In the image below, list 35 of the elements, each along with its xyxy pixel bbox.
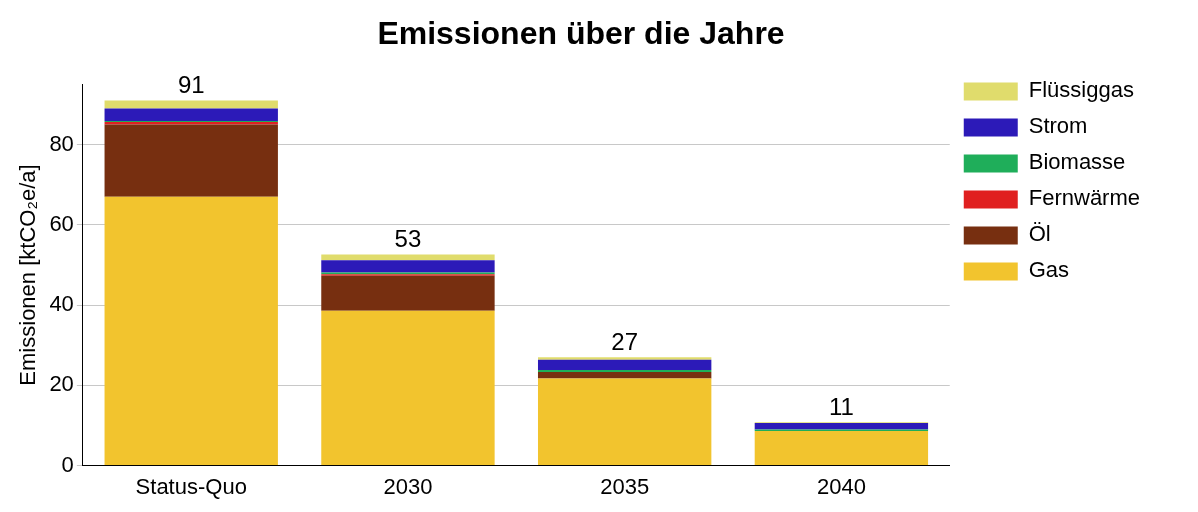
bar xyxy=(321,275,495,311)
y-tick-label: 40 xyxy=(49,291,74,317)
y-tick-label: 60 xyxy=(49,210,74,236)
legend-label: Öl xyxy=(1028,221,1051,247)
x-tick-label: 2040 xyxy=(816,473,866,499)
y-tick-label: 0 xyxy=(61,451,74,477)
x-tick-label: 2035 xyxy=(600,473,650,499)
bar xyxy=(321,260,495,273)
bar xyxy=(104,108,278,121)
bar xyxy=(537,357,712,360)
total-label: 27 xyxy=(611,327,639,355)
bar xyxy=(537,378,712,466)
bar xyxy=(104,124,278,197)
legend-label: Flüssiggas xyxy=(1028,77,1134,103)
chart-title: Emissionen über die Jahre xyxy=(377,15,785,52)
bar xyxy=(104,196,278,466)
x-tick-label: 2030 xyxy=(383,473,433,499)
bar xyxy=(321,310,495,466)
total-label: 11 xyxy=(828,392,854,420)
bar xyxy=(537,370,712,373)
bar xyxy=(104,100,278,109)
legend-label: Fernwärme xyxy=(1028,185,1140,211)
y-tick-label: 20 xyxy=(49,371,74,397)
bar xyxy=(754,423,929,430)
legend-label: Strom xyxy=(1028,113,1088,139)
bar xyxy=(537,359,712,371)
bar xyxy=(754,431,929,466)
y-axis-title: Emissionen [ktCO₂e/a] xyxy=(15,164,41,386)
bar xyxy=(537,372,712,379)
total-label: 91 xyxy=(177,71,205,99)
legend-label: Gas xyxy=(1028,257,1070,283)
x-tick-label: Status-Quo xyxy=(135,473,247,499)
y-tick-label: 80 xyxy=(49,130,74,156)
total-label: 53 xyxy=(394,225,422,253)
legend-label: Biomasse xyxy=(1028,149,1126,175)
